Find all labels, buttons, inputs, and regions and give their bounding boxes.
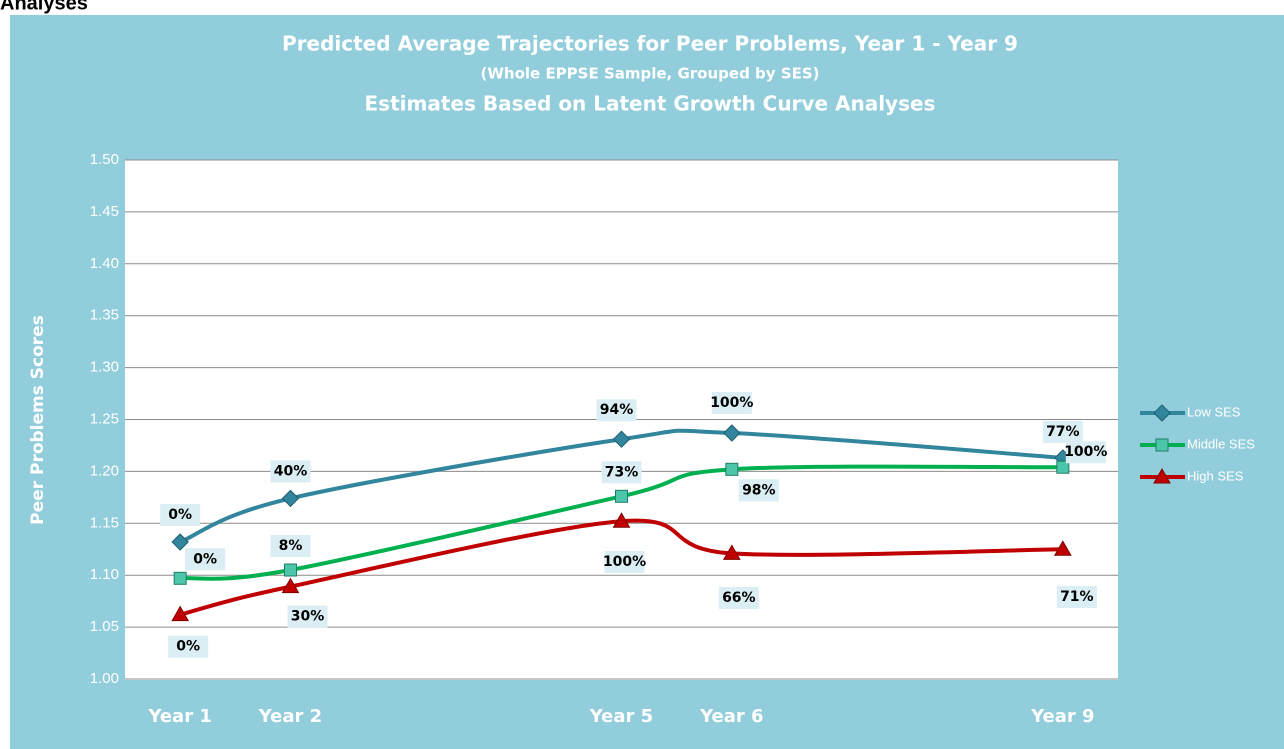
marker	[612, 430, 631, 448]
marker	[1153, 467, 1171, 484]
point-label-box	[601, 461, 642, 484]
point-label: 100%	[1064, 444, 1107, 460]
chart-title: Predicted Average Trajectories for Peer …	[282, 32, 1018, 56]
x-tick-label: Year 5	[589, 706, 653, 727]
y-tick-label: 1.20	[90, 462, 119, 479]
y-tick-label: 1.45	[90, 203, 119, 220]
legend-label: Middle SES	[1187, 436, 1255, 451]
marker	[173, 571, 187, 585]
point-label: 77%	[1046, 424, 1080, 440]
marker	[281, 577, 300, 594]
point-label: 98%	[742, 482, 776, 498]
y-tick-label: 1.10	[90, 566, 119, 583]
point-label-box	[168, 635, 209, 658]
y-tick-label: 1.00	[90, 670, 119, 687]
point-label: 71%	[1060, 589, 1094, 605]
chart-subtitle: Estimates Based on Latent Growth Curve A…	[365, 92, 936, 116]
legend-label: High SES	[1187, 468, 1244, 483]
point-label: 100%	[710, 395, 753, 411]
marker	[725, 462, 739, 476]
point-label-box	[718, 587, 759, 609]
x-tick-label: Year 6	[699, 706, 763, 727]
marker	[722, 544, 741, 560]
point-label: 0%	[168, 507, 192, 523]
point-label: 30%	[291, 609, 325, 625]
point-label-box	[287, 605, 328, 628]
marker	[612, 512, 631, 528]
marker	[284, 563, 297, 577]
point-label-box	[711, 391, 752, 414]
y-tick-label: 1.40	[90, 255, 119, 272]
point-label-box	[1042, 420, 1083, 443]
point-label: 73%	[605, 464, 639, 480]
point-label-box	[270, 535, 311, 558]
point-label: 66%	[722, 590, 756, 606]
x-tick-label: Year 2	[258, 706, 322, 727]
point-label-box	[160, 503, 201, 526]
y-tick-label: 1.25	[90, 410, 119, 427]
marker	[1155, 438, 1169, 452]
point-label: 100%	[603, 554, 646, 570]
point-label-box	[604, 551, 645, 573]
y-tick-label: 1.50	[90, 151, 119, 168]
point-label-box	[270, 460, 311, 483]
marker	[723, 424, 741, 442]
y-tick-label: 1.15	[90, 514, 119, 531]
page-heading: Analyses	[0, 0, 88, 14]
point-label: 40%	[274, 463, 308, 479]
y-axis-label: Peer Problems Scores	[28, 315, 48, 525]
x-tick-label: Year 1	[147, 706, 211, 727]
x-tick-label: Year 9	[1030, 706, 1094, 727]
marker	[171, 533, 189, 551]
point-label-box	[1056, 586, 1097, 608]
point-label-box	[596, 399, 637, 422]
point-label: 8%	[279, 538, 303, 554]
y-tick-label: 1.05	[90, 618, 119, 635]
point-label: 0%	[193, 551, 217, 567]
chart-subtitle: (Whole EPPSE Sample, Grouped by SES)	[481, 65, 820, 83]
marker	[1053, 540, 1072, 556]
marker	[281, 489, 300, 508]
marker	[171, 605, 190, 622]
point-label-box	[1065, 441, 1106, 464]
y-tick-label: 1.30	[90, 359, 119, 376]
y-tick-label: 1.35	[90, 307, 119, 324]
point-label-box	[738, 479, 779, 502]
point-label-box	[185, 548, 226, 571]
point-label: 94%	[600, 402, 634, 418]
point-label: 0%	[176, 639, 200, 655]
legend-label: Low SES	[1187, 404, 1241, 419]
marker	[1056, 460, 1070, 474]
marker	[1153, 404, 1171, 422]
marker	[615, 489, 628, 503]
